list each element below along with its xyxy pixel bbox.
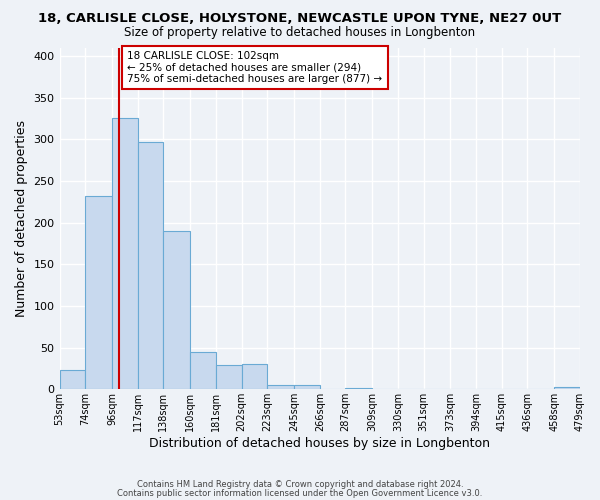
Text: Contains public sector information licensed under the Open Government Licence v3: Contains public sector information licen… (118, 488, 482, 498)
Bar (216, 365, 242, 390)
Bar (267, 385, 294, 390)
Bar (59, 370, 85, 390)
X-axis label: Distribution of detached houses by size in Longbenton: Distribution of detached houses by size … (149, 437, 490, 450)
Bar (242, 364, 267, 390)
Bar (163, 231, 190, 390)
Bar (554, 387, 580, 390)
Bar (294, 385, 320, 390)
Text: Size of property relative to detached houses in Longbenton: Size of property relative to detached ho… (124, 26, 476, 39)
Bar (190, 352, 216, 390)
Bar (138, 142, 163, 390)
Text: 18, CARLISLE CLOSE, HOLYSTONE, NEWCASTLE UPON TYNE, NE27 0UT: 18, CARLISLE CLOSE, HOLYSTONE, NEWCASTLE… (38, 12, 562, 26)
Bar (346, 388, 373, 390)
Bar (112, 118, 138, 390)
Y-axis label: Number of detached properties: Number of detached properties (15, 120, 28, 317)
Text: 18 CARLISLE CLOSE: 102sqm
← 25% of detached houses are smaller (294)
75% of semi: 18 CARLISLE CLOSE: 102sqm ← 25% of detac… (127, 51, 382, 84)
Text: Contains HM Land Registry data © Crown copyright and database right 2024.: Contains HM Land Registry data © Crown c… (137, 480, 463, 489)
Bar (85, 196, 112, 390)
